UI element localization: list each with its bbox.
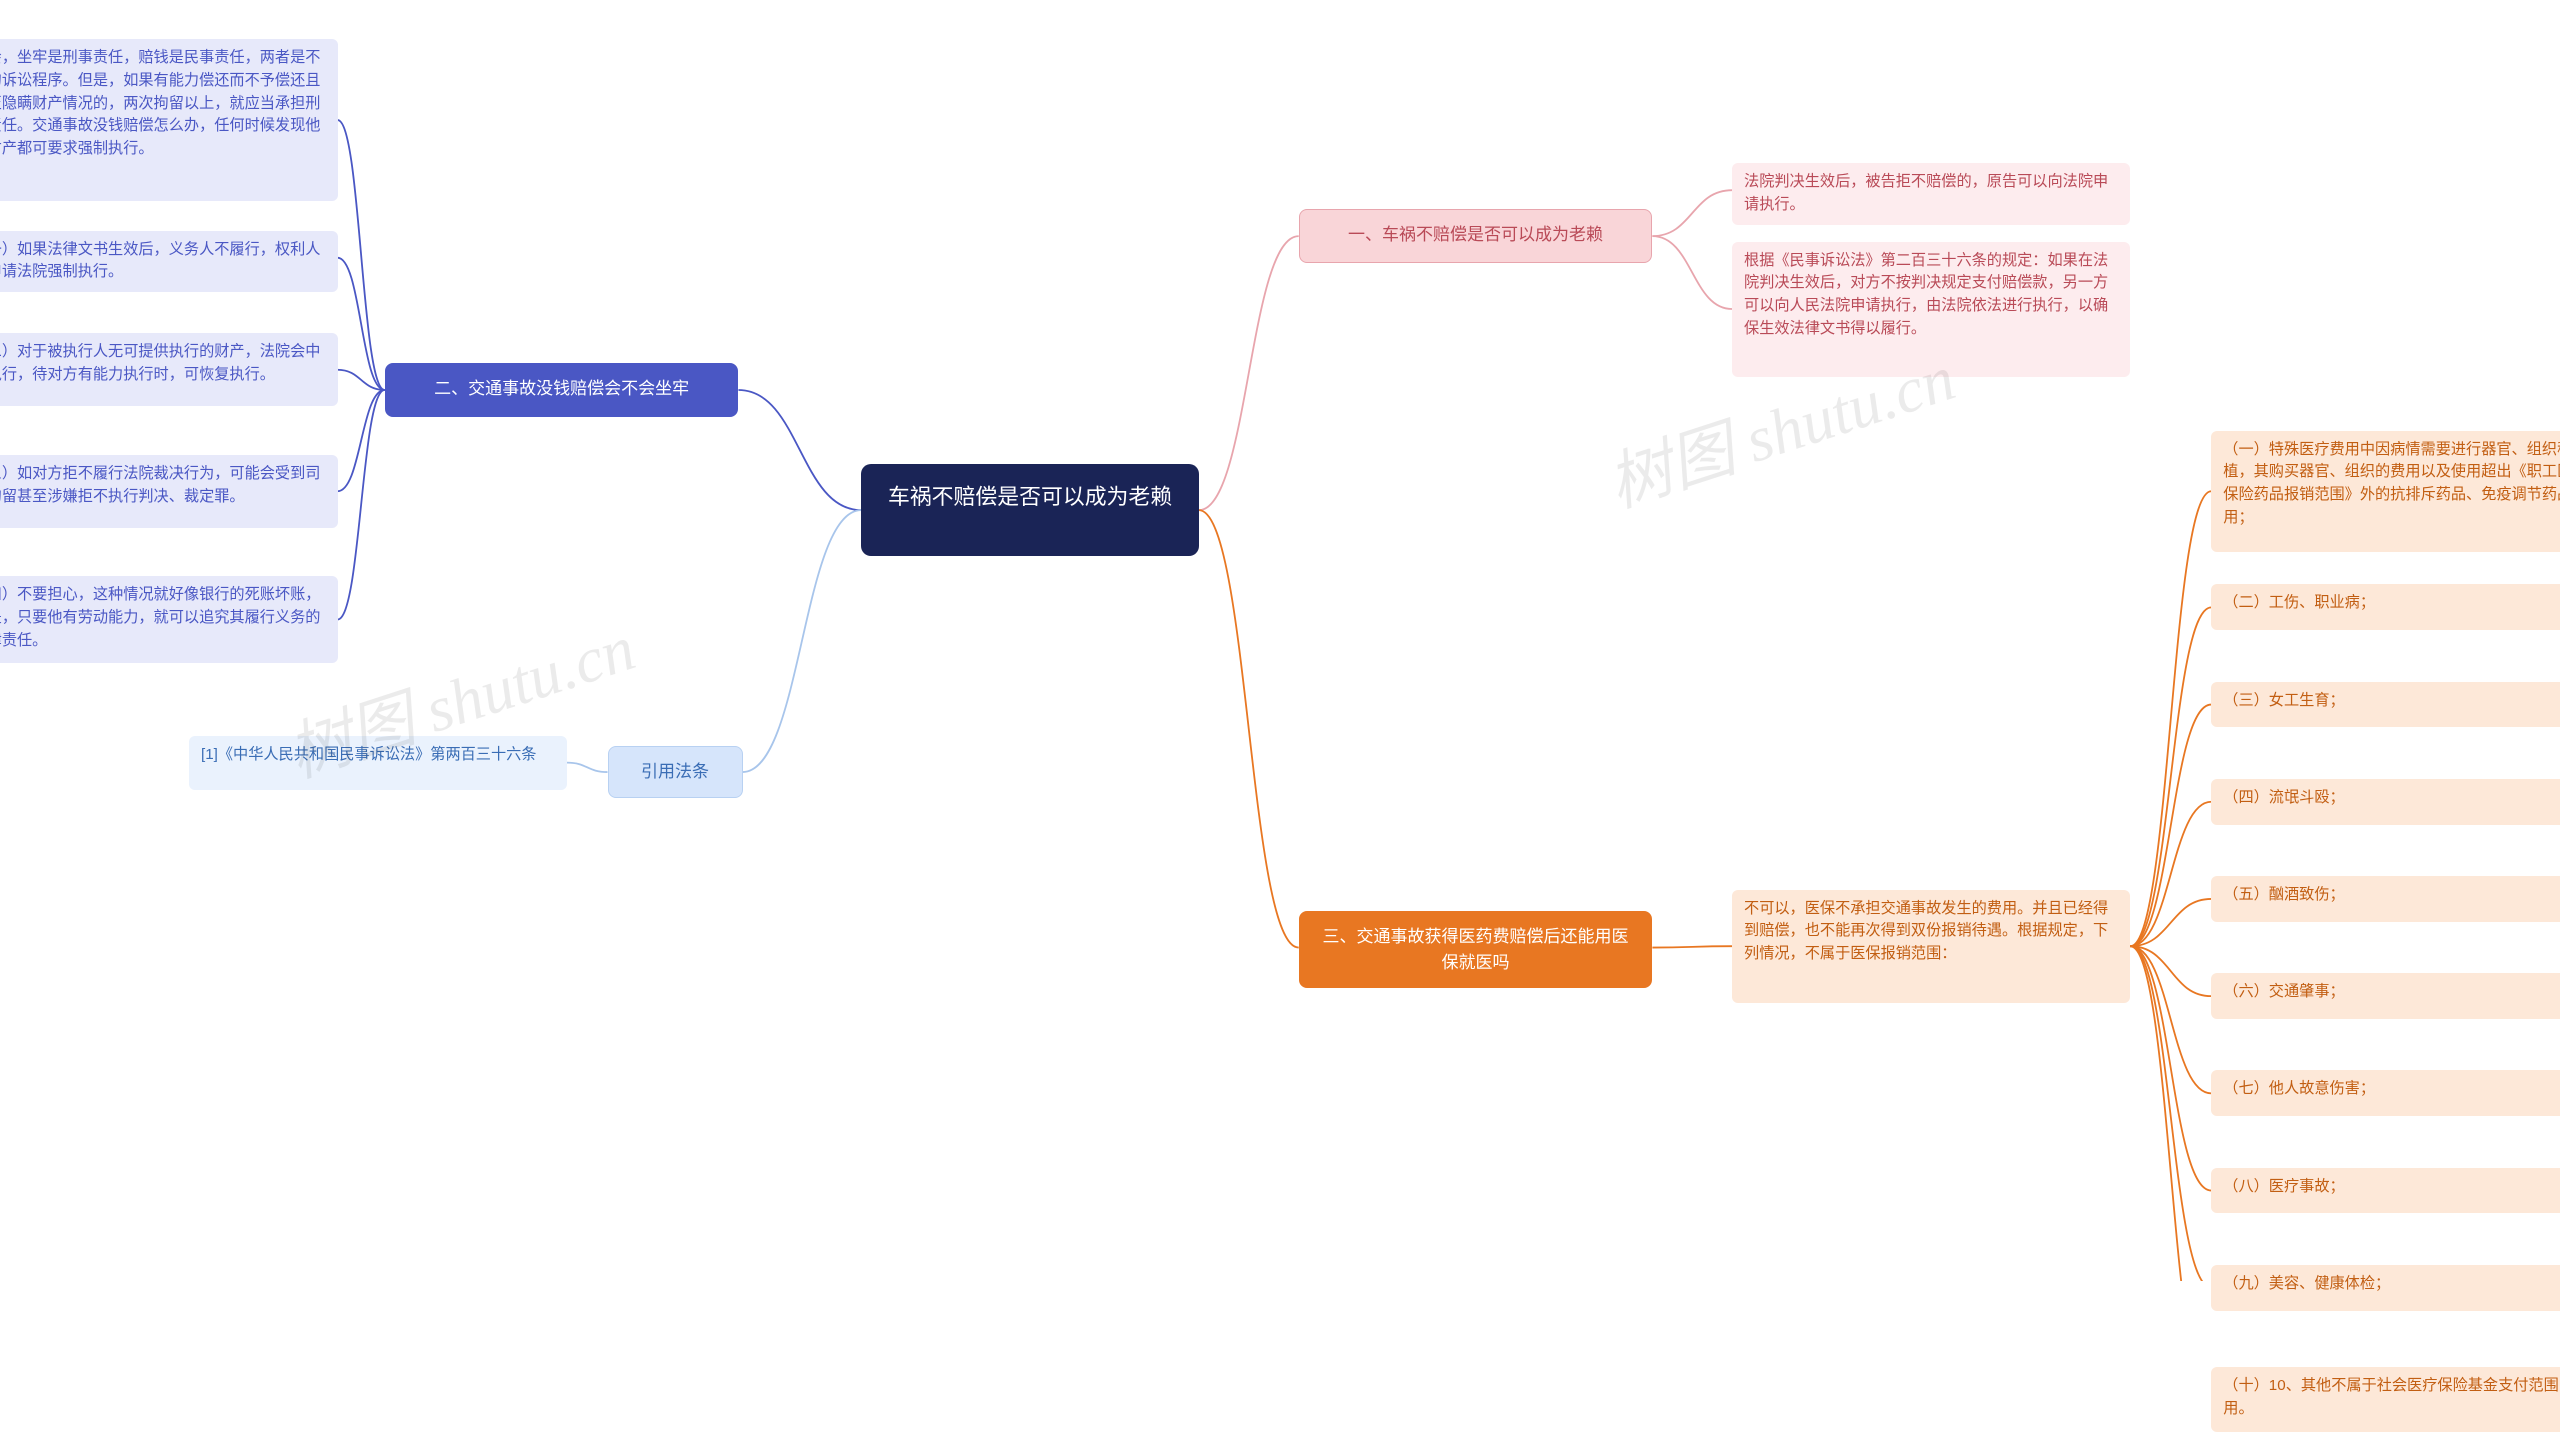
branch-b2: 二、交通事故没钱赔偿会不会坐牢 — [385, 363, 739, 417]
leaf-b3-9: （十）10、其他不属于社会医疗保险基金支付范围的费用。 — [2211, 1367, 2560, 1432]
branch-b3: 三、交通事故获得医药费赔偿后还能用医保就医吗 — [1299, 911, 1653, 988]
center-node: 车祸不赔偿是否可以成为老赖 — [861, 464, 1199, 556]
leaf-b2-0: 不会，坐牢是刑事责任，赔钱是民事责任，两者是不同的诉讼程序。但是，如果有能力偿还… — [0, 39, 338, 201]
branch-b4: 引用法条 — [608, 746, 743, 798]
leaf-b3-0: （一）特殊医疗费用中因病情需要进行器官、组织移植，其购买器官、组织的费用以及使用… — [2211, 431, 2560, 553]
leaf-b1-0: 法院判决生效后，被告拒不赔偿的，原告可以向法院申请执行。 — [1732, 163, 2130, 225]
leaf-b3-3: （四）流氓斗殴； — [2211, 779, 2560, 825]
leaf-b3-8: （九）美容、健康体检； — [2211, 1265, 2560, 1311]
leaf-b3-5: （六）交通肇事； — [2211, 973, 2560, 1019]
leaf-b3-6: （七）他人故意伤害； — [2211, 1070, 2560, 1116]
leaf-b3-7: （八）医疗事故； — [2211, 1168, 2560, 1214]
leaf-b2-1: （一）如果法律文书生效后，义务人不履行，权利人可申请法院强制执行。 — [0, 231, 338, 293]
intermediate-b3: 不可以，医保不承担交通事故发生的费用。并且已经得到赔偿，也不能再次得到双份报销待… — [1732, 890, 2130, 1003]
connector-layer — [0, 0, 2560, 1281]
leaf-b2-3: （三）如对方拒不履行法院裁决行为，可能会受到司法拘留甚至涉嫌拒不执行判决、裁定罪… — [0, 455, 338, 528]
leaf-b3-2: （三）女工生育； — [2211, 682, 2560, 728]
leaf-b3-4: （五）酗酒致伤； — [2211, 876, 2560, 922]
branch-b1: 一、车祸不赔偿是否可以成为老赖 — [1299, 209, 1653, 263]
leaf-b4-0: [1]《中华人民共和国民事诉讼法》第两百三十六条 — [189, 736, 567, 790]
leaf-b1-1: 根据《民事诉讼法》第二百三十六条的规定：如果在法院判决生效后，对方不按判决规定支… — [1732, 242, 2130, 377]
leaf-b2-2: （二）对于被执行人无可提供执行的财产，法院会中止执行，待对方有能力执行时，可恢复… — [0, 333, 338, 406]
leaf-b3-1: （二）工伤、职业病； — [2211, 584, 2560, 630]
leaf-b2-4: （四）不要担心，这种情况就好像银行的死账坏账，但是，只要他有劳动能力，就可以追究… — [0, 576, 338, 662]
